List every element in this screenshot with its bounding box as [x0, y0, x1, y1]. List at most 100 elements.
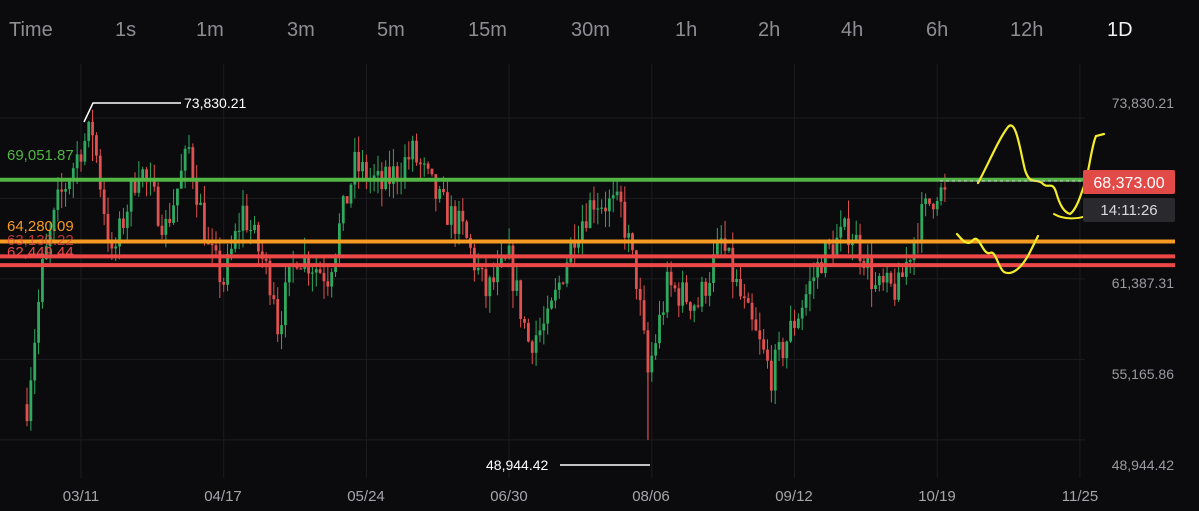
- high-annotation: 73,830.21: [184, 95, 246, 111]
- x-tick-label: 04/17: [204, 488, 242, 505]
- candle-body: [866, 256, 870, 269]
- candle-body: [519, 280, 523, 319]
- candle-body: [457, 210, 461, 234]
- candle-body: [584, 221, 588, 228]
- tab-1s[interactable]: 1s: [115, 19, 137, 41]
- candle-body: [168, 218, 172, 223]
- candle-body: [511, 245, 515, 291]
- candle-body: [523, 318, 526, 323]
- candle-body: [773, 349, 777, 391]
- candle-body: [931, 203, 935, 210]
- candle-body: [739, 279, 742, 297]
- tab-5m[interactable]: 5m: [377, 19, 405, 41]
- candle-body: [422, 163, 426, 165]
- candle-body: [607, 198, 611, 212]
- candle-body: [611, 195, 615, 199]
- candle-body: [580, 221, 584, 240]
- candle-body: [704, 281, 708, 296]
- x-tick-label: 09/12: [775, 488, 813, 505]
- candle-body: [719, 238, 723, 241]
- candle-body: [299, 268, 303, 270]
- candle-body: [407, 157, 411, 160]
- tab-1h[interactable]: 1h: [675, 19, 698, 41]
- candle-body: [164, 218, 168, 235]
- candle-body: [897, 272, 901, 300]
- candle-body: [338, 223, 341, 255]
- candle-body: [330, 272, 334, 287]
- candle-body: [615, 191, 619, 196]
- candle-body: [391, 166, 395, 184]
- candle-body: [87, 121, 91, 141]
- candle-body: [530, 341, 534, 353]
- candle-body: [303, 254, 307, 269]
- freehand-drawings[interactable]: [955, 124, 1106, 275]
- candle-body: [766, 349, 769, 361]
- candle-body: [777, 342, 781, 350]
- candle-body: [592, 200, 596, 210]
- candle-body: [33, 342, 37, 381]
- candle-body: [68, 180, 71, 190]
- tab-12h[interactable]: 12h: [1010, 19, 1044, 41]
- candle-body: [160, 225, 164, 235]
- candle-body: [492, 277, 496, 283]
- candle-body: [376, 171, 380, 176]
- tab-1m[interactable]: 1m: [196, 19, 224, 41]
- candle-body: [434, 174, 438, 199]
- candle-body: [114, 246, 118, 249]
- candle-body: [577, 239, 580, 248]
- candle-body: [789, 320, 793, 342]
- drawn-projection-lower[interactable]: [955, 232, 1040, 275]
- y-axis: 73,830.21 61,387.31 55,165.86 48,944.42: [1112, 95, 1174, 473]
- level-labels: 69,051.87 64,280.09 63,130.22 62,449.44: [7, 147, 74, 261]
- candle-body: [272, 295, 276, 300]
- tab-15m[interactable]: 15m: [468, 19, 507, 41]
- candlestick-series: [25, 109, 947, 440]
- candle-body: [573, 239, 577, 248]
- candle-body: [191, 147, 195, 179]
- candle-body: [41, 259, 44, 302]
- candle-body: [488, 277, 492, 297]
- candle-body: [44, 246, 48, 260]
- level-label-orange: 64,280.09: [7, 218, 74, 235]
- candle-body: [708, 283, 712, 296]
- x-tick-label: 06/30: [490, 488, 528, 505]
- candle-body: [411, 140, 415, 160]
- candle-body: [943, 187, 947, 190]
- x-tick-label: 03/11: [63, 488, 99, 505]
- x-tick-label: 10/19: [918, 488, 956, 505]
- tab-2h[interactable]: 2h: [758, 19, 781, 41]
- candle-body: [820, 262, 823, 274]
- tab-3m[interactable]: 3m: [287, 19, 315, 41]
- candle-body: [542, 323, 546, 331]
- candle-body: [349, 184, 353, 204]
- tab-1d[interactable]: 1D: [1107, 19, 1133, 41]
- candle-body: [588, 200, 592, 228]
- candle-body: [418, 162, 422, 165]
- candle-body: [939, 187, 943, 201]
- candle-body: [326, 281, 330, 287]
- candle-body: [758, 330, 762, 340]
- candle-body: [654, 343, 658, 356]
- high-leader-line: [83, 102, 181, 123]
- candle-body: [125, 211, 129, 228]
- tab-4h[interactable]: 4h: [841, 19, 864, 41]
- candle-body: [604, 207, 607, 212]
- candle-body: [874, 285, 877, 290]
- candle-body: [102, 189, 106, 215]
- x-tick-label: 05/24: [347, 488, 385, 505]
- candle-body: [935, 200, 939, 210]
- candle-body: [237, 230, 241, 232]
- candle-body: [569, 239, 573, 263]
- candle-body: [156, 186, 160, 226]
- tab-time[interactable]: Time: [9, 19, 53, 41]
- tab-6h[interactable]: 6h: [926, 19, 949, 41]
- candle-body: [920, 204, 924, 241]
- tab-30m[interactable]: 30m: [571, 19, 610, 41]
- candle-body: [619, 191, 623, 202]
- candle-body: [203, 202, 206, 244]
- candle-body: [550, 300, 553, 309]
- candle-body: [206, 243, 210, 245]
- candle-body: [877, 276, 881, 286]
- candle-body: [25, 404, 29, 422]
